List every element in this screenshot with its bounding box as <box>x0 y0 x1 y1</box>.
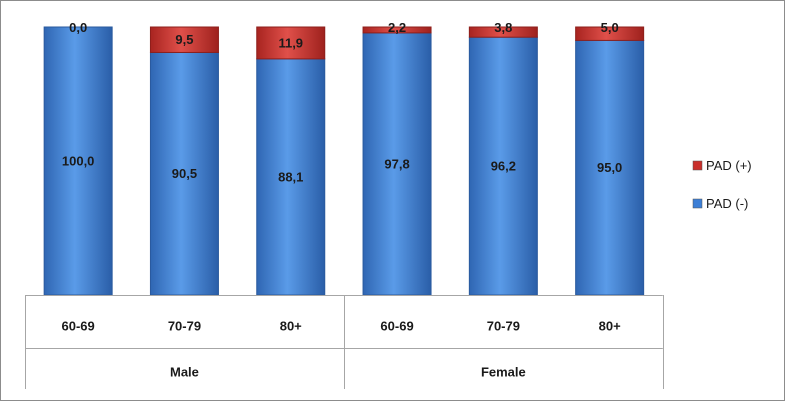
data-label-pad-pos: 2,2 <box>388 20 406 35</box>
bar-pad-neg <box>468 36 538 296</box>
bar-pad-neg <box>43 26 113 296</box>
data-label-pad-pos: 3,8 <box>494 20 512 35</box>
legend-swatch <box>692 160 703 171</box>
bar-pad-neg <box>362 32 432 296</box>
data-label-pad-neg: 95,0 <box>597 160 622 175</box>
bar-pad-pos <box>149 26 219 53</box>
tick-label: 80+ <box>599 319 621 334</box>
bar-pad-pos <box>256 26 326 60</box>
legend-label: PAD (+) <box>706 158 752 173</box>
bar-pad-pos <box>575 26 645 41</box>
category-axis: 60-69 70-79 80+ 60-69 70-79 80+ Male Female <box>25 295 664 389</box>
legend-label: PAD (-) <box>706 196 748 211</box>
bar-pad-pos <box>468 26 538 38</box>
data-label-pad-neg: 100,0 <box>62 154 95 169</box>
tick-label: 60-69 <box>380 319 413 334</box>
bar-pad-neg <box>149 51 219 296</box>
data-label-pad-neg: 88,1 <box>278 169 303 184</box>
data-label-pad-pos: 0,0 <box>69 20 87 35</box>
data-label-pad-neg: 97,8 <box>384 156 409 171</box>
bar-pad-neg <box>256 58 326 296</box>
group-label: Male <box>170 365 199 380</box>
tick-label: 70-79 <box>168 319 201 334</box>
legend: PAD (+) PAD (-) <box>692 158 752 211</box>
group-label: Female <box>481 365 526 380</box>
tick-label: 60-69 <box>62 319 95 334</box>
data-label-pad-pos: 11,9 <box>278 35 303 50</box>
tick-label: 80+ <box>280 319 302 334</box>
tick-label: 70-79 <box>487 319 520 334</box>
bars-layer: 100,0 0,0 90,5 9,5 88,1 11,9 97,8 2,2 96,2 3,8 95,… <box>43 20 645 296</box>
data-label-pad-pos: 9,5 <box>175 32 193 47</box>
data-label-pad-neg: 96,2 <box>491 159 516 174</box>
bar-pad-pos <box>362 26 432 34</box>
legend-swatch <box>692 198 703 209</box>
data-label-pad-neg: 90,5 <box>172 166 197 181</box>
data-label-pad-pos: 5,0 <box>601 20 619 35</box>
